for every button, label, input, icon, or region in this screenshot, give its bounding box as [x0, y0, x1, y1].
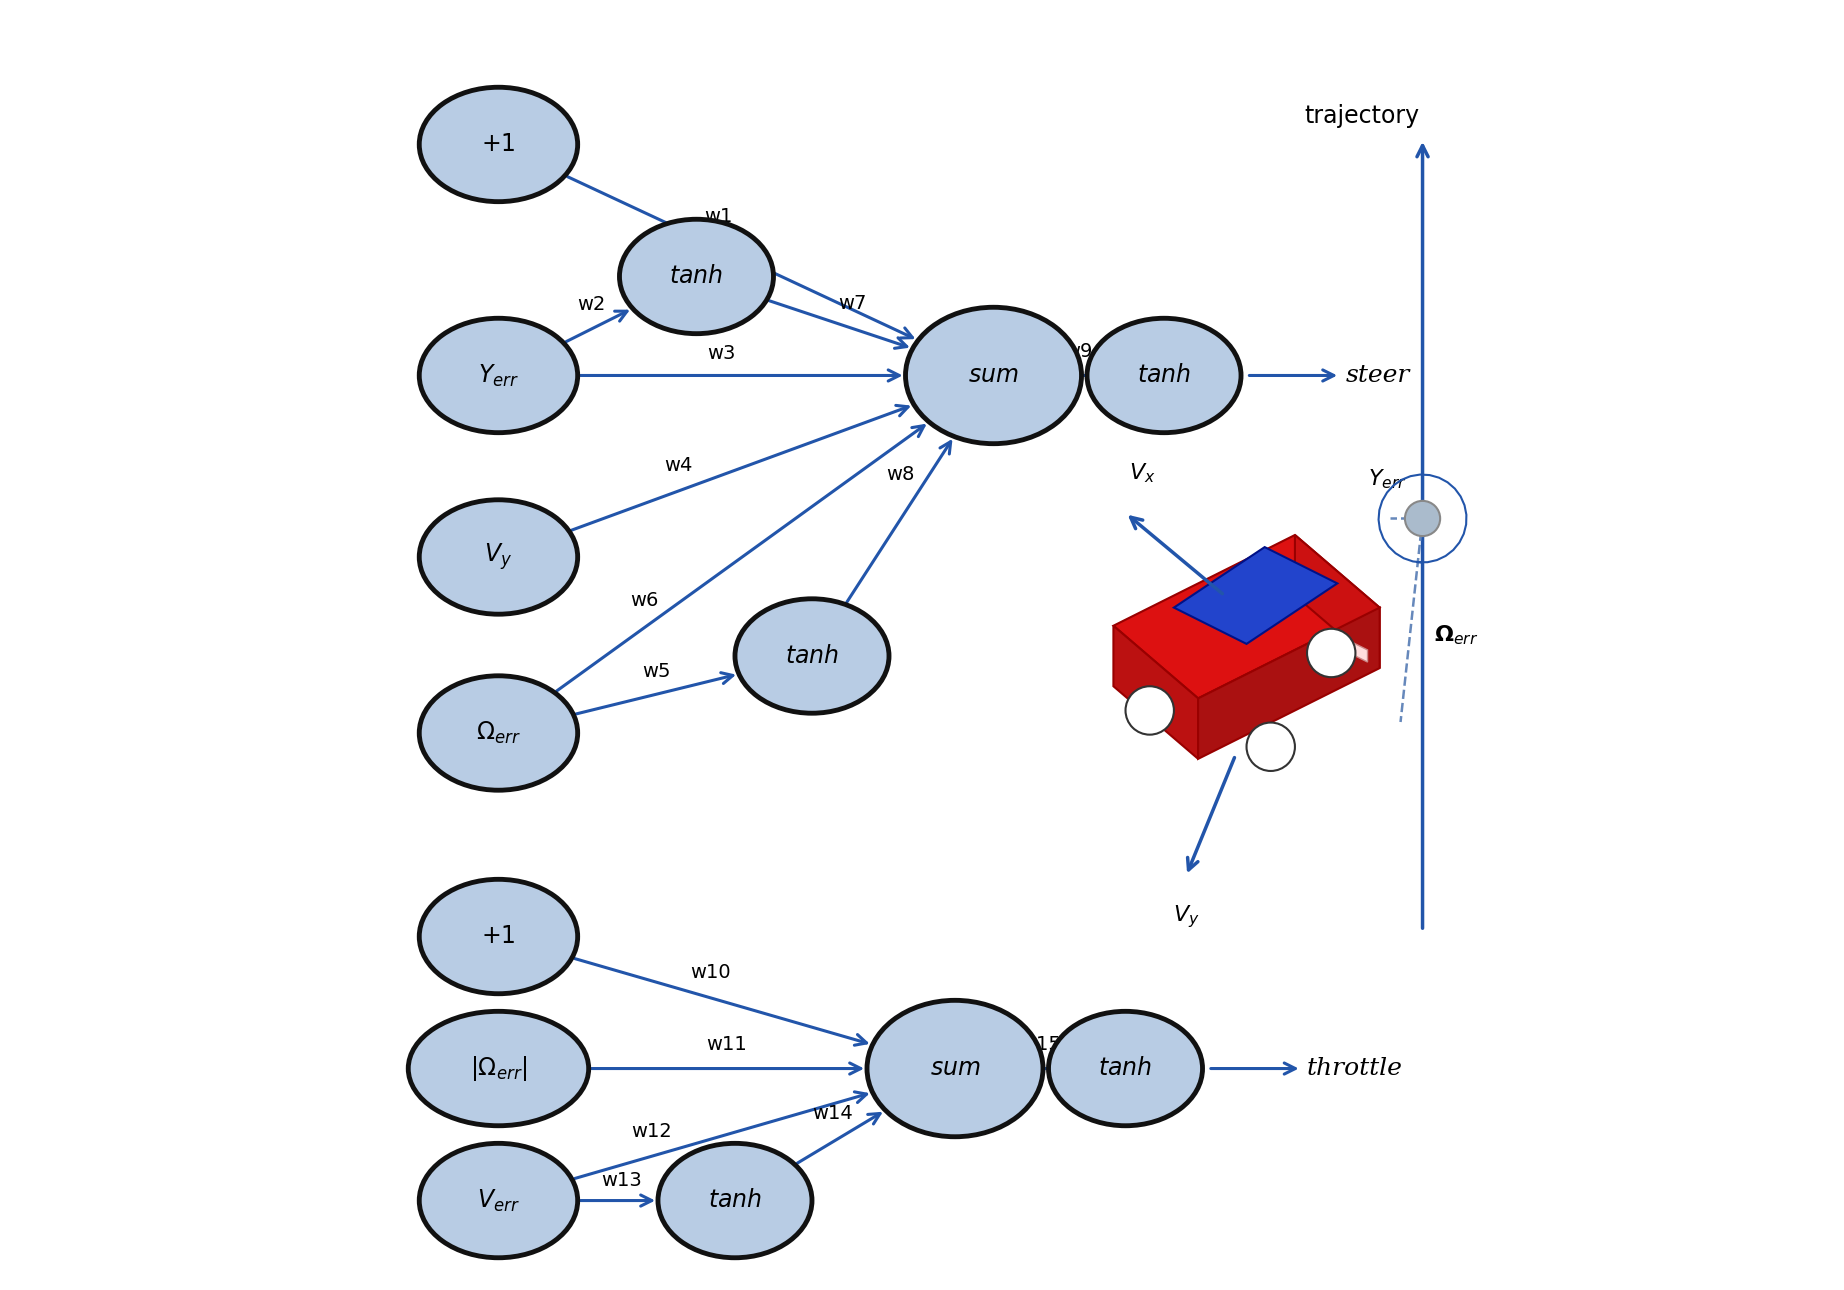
Text: w12: w12: [631, 1121, 671, 1140]
Text: w13: w13: [601, 1171, 642, 1191]
Ellipse shape: [419, 1143, 577, 1258]
Text: w11: w11: [706, 1035, 747, 1054]
Text: $\mathit{V_{err}}$: $\mathit{V_{err}}$: [478, 1188, 520, 1214]
Text: $\mathit{tanh}$: $\mathit{tanh}$: [708, 1189, 762, 1213]
Ellipse shape: [658, 1143, 811, 1258]
Ellipse shape: [736, 599, 889, 713]
Text: $\mathit{V_y}$: $\mathit{V_y}$: [485, 542, 513, 573]
Text: throttle: throttle: [1307, 1057, 1403, 1080]
Text: $\mathit{|\Omega_{err}|}$: $\mathit{|\Omega_{err}|}$: [470, 1054, 527, 1084]
Ellipse shape: [419, 319, 577, 432]
Circle shape: [1125, 686, 1175, 735]
Text: w14: w14: [811, 1104, 854, 1124]
Ellipse shape: [867, 1000, 1044, 1136]
Text: w15: w15: [1020, 1035, 1060, 1054]
Polygon shape: [1175, 547, 1337, 644]
Text: steer: steer: [1346, 364, 1411, 387]
Circle shape: [1405, 501, 1440, 537]
Text: $\mathit{tanh}$: $\mathit{tanh}$: [669, 264, 723, 288]
Text: w2: w2: [577, 295, 607, 313]
Text: w6: w6: [631, 591, 658, 610]
Polygon shape: [1342, 637, 1368, 662]
Text: $\mathit{tanh}$: $\mathit{tanh}$: [786, 645, 839, 667]
Ellipse shape: [620, 219, 773, 334]
Text: $\mathbf{\Omega}_{err}$: $\mathbf{\Omega}_{err}$: [1433, 623, 1477, 646]
Text: $\mathit{tanh}$: $\mathit{tanh}$: [1099, 1057, 1152, 1080]
Text: $\mathit{\Omega_{err}}$: $\mathit{\Omega_{err}}$: [476, 720, 520, 746]
Text: w1: w1: [704, 208, 732, 226]
Text: trajectory: trajectory: [1304, 104, 1420, 128]
Polygon shape: [1294, 535, 1379, 668]
Ellipse shape: [1086, 319, 1241, 432]
Text: $\mathit{Y_{err}}$: $\mathit{Y_{err}}$: [478, 362, 518, 388]
Text: $\mathit{+1}$: $\mathit{+1}$: [481, 133, 516, 156]
Text: $\mathit{sum}$: $\mathit{sum}$: [968, 364, 1020, 387]
Text: w3: w3: [706, 344, 736, 362]
Text: w4: w4: [664, 455, 693, 475]
Text: $\mathit{sum}$: $\mathit{sum}$: [929, 1057, 981, 1080]
Circle shape: [1247, 722, 1294, 771]
Text: w7: w7: [839, 294, 867, 312]
Ellipse shape: [905, 307, 1082, 444]
Ellipse shape: [419, 676, 577, 791]
Ellipse shape: [408, 1011, 588, 1126]
Text: $\mathit{tanh}$: $\mathit{tanh}$: [1138, 364, 1191, 387]
Ellipse shape: [419, 499, 577, 614]
Ellipse shape: [419, 880, 577, 993]
Text: w10: w10: [690, 964, 730, 982]
Polygon shape: [1114, 626, 1199, 759]
Text: w8: w8: [887, 464, 915, 484]
Text: w5: w5: [642, 662, 671, 681]
Polygon shape: [1199, 608, 1379, 759]
Text: $\mathit{+1}$: $\mathit{+1}$: [481, 925, 516, 948]
Text: $Y_{err}$: $Y_{err}$: [1368, 467, 1407, 491]
Text: w9: w9: [1064, 342, 1093, 361]
Circle shape: [1307, 628, 1355, 677]
Polygon shape: [1114, 535, 1379, 698]
Text: $V_y$: $V_y$: [1173, 903, 1199, 930]
Ellipse shape: [419, 88, 577, 201]
Text: $V_x$: $V_x$: [1129, 462, 1156, 485]
Ellipse shape: [1049, 1011, 1202, 1126]
